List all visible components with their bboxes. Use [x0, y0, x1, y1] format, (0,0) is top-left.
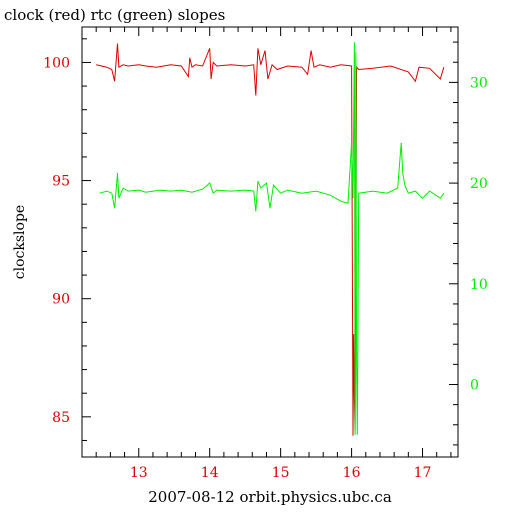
y-left-tick-label: 85 — [52, 410, 70, 426]
x-axis-label: 2007-08-12 orbit.physics.ubc.ca — [148, 488, 392, 506]
series-line-clock — [96, 43, 445, 436]
y-right-tick-label: 20 — [470, 176, 488, 192]
y-right-tick-label: 0 — [470, 377, 479, 393]
x-tick-label: 15 — [272, 465, 290, 481]
ticks-layer: 13 14 15 16 17 85 90 95 100 0 10 20 30 — [43, 27, 488, 481]
series-line-rtc — [99, 42, 445, 435]
y-right-tick-label: 30 — [470, 75, 488, 91]
y-left-tick-label: 90 — [52, 292, 70, 308]
y-axis-label: clockslope — [12, 205, 28, 279]
x-tick-label: 13 — [130, 465, 148, 481]
chart-title: clock (red) rtc (green) slopes — [4, 6, 225, 24]
x-tick-label: 17 — [414, 465, 432, 481]
series-layer — [96, 42, 445, 436]
plot-frame — [81, 26, 459, 458]
y-left-tick-label: 100 — [43, 55, 70, 71]
y-left-tick-label: 95 — [52, 174, 70, 190]
x-tick-label: 16 — [343, 465, 361, 481]
y-right-tick-label: 10 — [470, 277, 488, 293]
x-tick-label: 14 — [201, 465, 219, 481]
